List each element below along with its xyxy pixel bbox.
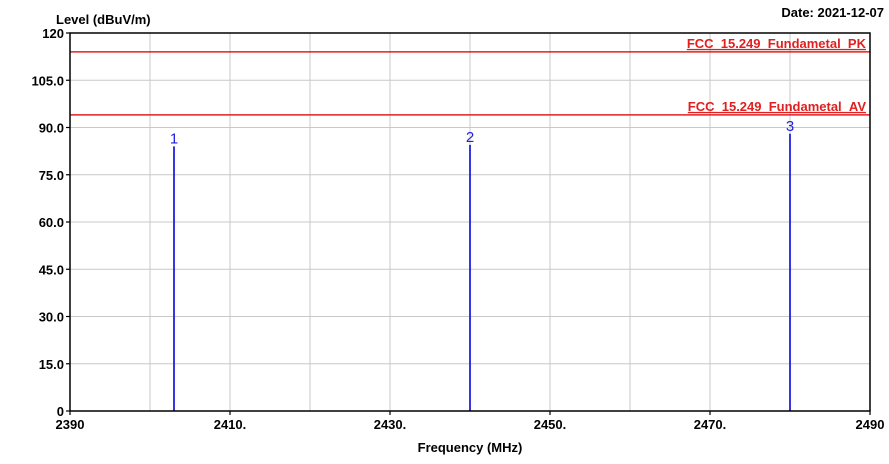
limit-line-label: FCC_15.249_Fundametal_AV [688, 99, 867, 114]
y-tick-label: 75.0 [39, 168, 64, 183]
limit-layer: FCC_15.249_Fundametal_PK FCC_15.249_Funda… [70, 36, 870, 116]
y-axis-label: Level (dBuV/m) [56, 12, 151, 27]
y-tick-label: 15.0 [39, 357, 64, 372]
x-tick-label: 2470. [694, 417, 727, 432]
marker-layer: 1 2 3 [170, 118, 794, 411]
x-tick-label: 2390 [56, 417, 85, 432]
x-tick-label: 2490 [856, 417, 885, 432]
x-tick-label: 2430. [374, 417, 407, 432]
x-tick-label: 2410. [214, 417, 247, 432]
tick-label-layer: 0 15.0 30.0 45.0 60.0 75.0 90.0 105.0 120 2390 241… [31, 26, 884, 432]
x-tick-label: 2450. [534, 417, 567, 432]
y-tick-label: 0 [57, 404, 64, 419]
marker-label: 2 [466, 129, 474, 146]
y-tick-label: 90.0 [39, 121, 64, 136]
marker-label: 3 [786, 118, 794, 135]
date-label: Date: 2021-12-07 [781, 5, 884, 20]
y-tick-label: 105.0 [31, 73, 64, 88]
marker-label: 1 [170, 130, 178, 147]
y-tick-label: 30.0 [39, 310, 64, 325]
y-tick-label: 45.0 [39, 262, 64, 277]
y-tick-label: 120 [42, 26, 64, 41]
y-tick-label: 60.0 [39, 215, 64, 230]
limit-line-label: FCC_15.249_Fundametal_PK [687, 36, 867, 51]
x-axis-label: Frequency (MHz) [418, 440, 523, 455]
